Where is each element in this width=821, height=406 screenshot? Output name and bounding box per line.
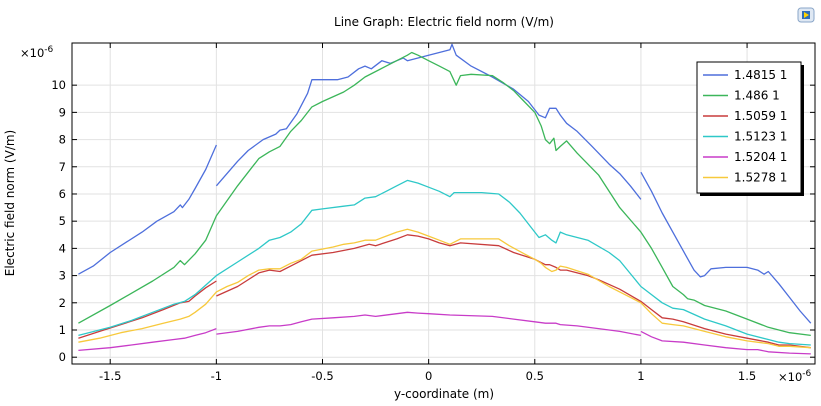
series-4: [78, 179, 811, 346]
y-tick-label: 0: [59, 350, 66, 364]
legend-label: 1.5059 1: [734, 109, 787, 123]
series-2: [78, 51, 811, 337]
x-tick-label: 1: [637, 369, 644, 383]
series-line: [215, 43, 642, 200]
series-line: [78, 327, 217, 352]
x-axis-multiplier: ×10-6: [778, 369, 812, 384]
series-line: [216, 311, 642, 337]
y-tick-label: 7: [59, 160, 66, 174]
series-line: [78, 179, 811, 346]
legend-label: 1.4815 1: [734, 68, 787, 82]
legend-label: 1.5278 1: [734, 171, 787, 185]
x-tick-label: 1.5: [738, 369, 756, 383]
legend-label: 1.5204 1: [734, 150, 787, 164]
y-tick-label: 4: [59, 241, 66, 255]
y-axis-label: Electric field norm (V/m): [3, 130, 17, 276]
series-line: [216, 234, 811, 349]
x-axis-label: y-coordinate (m): [394, 387, 494, 401]
chart-legend: 1.4815 1 1.486 1 1.5059 1 1.5123 1 1.5204 1 1…: [696, 61, 804, 196]
x-tick-label: -0.5: [311, 369, 333, 383]
y-axis-exponent: -6: [44, 45, 53, 55]
series-line: [78, 51, 811, 337]
legend-label: 1.5123 1: [734, 130, 787, 144]
series-line: [640, 330, 811, 355]
series-5: [78, 311, 811, 355]
x-tick-label: -1.5: [99, 369, 121, 383]
plot-area: [78, 43, 812, 355]
series-6: [78, 228, 811, 349]
y-tick-label: 1: [59, 323, 66, 337]
legend-label: 1.486 1: [734, 89, 780, 103]
y-tick-label: 8: [59, 133, 66, 147]
y-tick-label: 2: [59, 296, 66, 310]
y-tick-label: 5: [59, 214, 66, 228]
series-line: [78, 144, 217, 275]
y-tick-label: 10: [51, 78, 66, 92]
series-1: [78, 43, 812, 324]
comsol-logo-icon: [797, 6, 815, 24]
x-tick-label: 0: [425, 369, 432, 383]
plot-frame: [71, 42, 816, 365]
legend-box: [696, 61, 802, 194]
x-tick-label: -1: [211, 369, 222, 383]
x-tick-label: 0.5: [526, 369, 544, 383]
chart-title: Line Graph: Electric field norm (V/m): [334, 15, 554, 29]
y-axis-ticks: 0 1 2 3 4 5 6 7 8 9 10: [51, 78, 815, 364]
y-tick-label: 6: [59, 187, 66, 201]
x-axis-ticks: -1.5 -1 -0.5 0 0.5 1 1.5: [99, 43, 756, 383]
series-line: [640, 171, 812, 324]
y-tick-label: 9: [59, 105, 66, 119]
series-line: [78, 280, 217, 339]
x-axis-exponent: -6: [802, 369, 811, 379]
y-tick-label: 3: [59, 269, 66, 283]
y-axis-multiplier: ×10-6: [20, 45, 54, 60]
series-line: [78, 228, 811, 349]
